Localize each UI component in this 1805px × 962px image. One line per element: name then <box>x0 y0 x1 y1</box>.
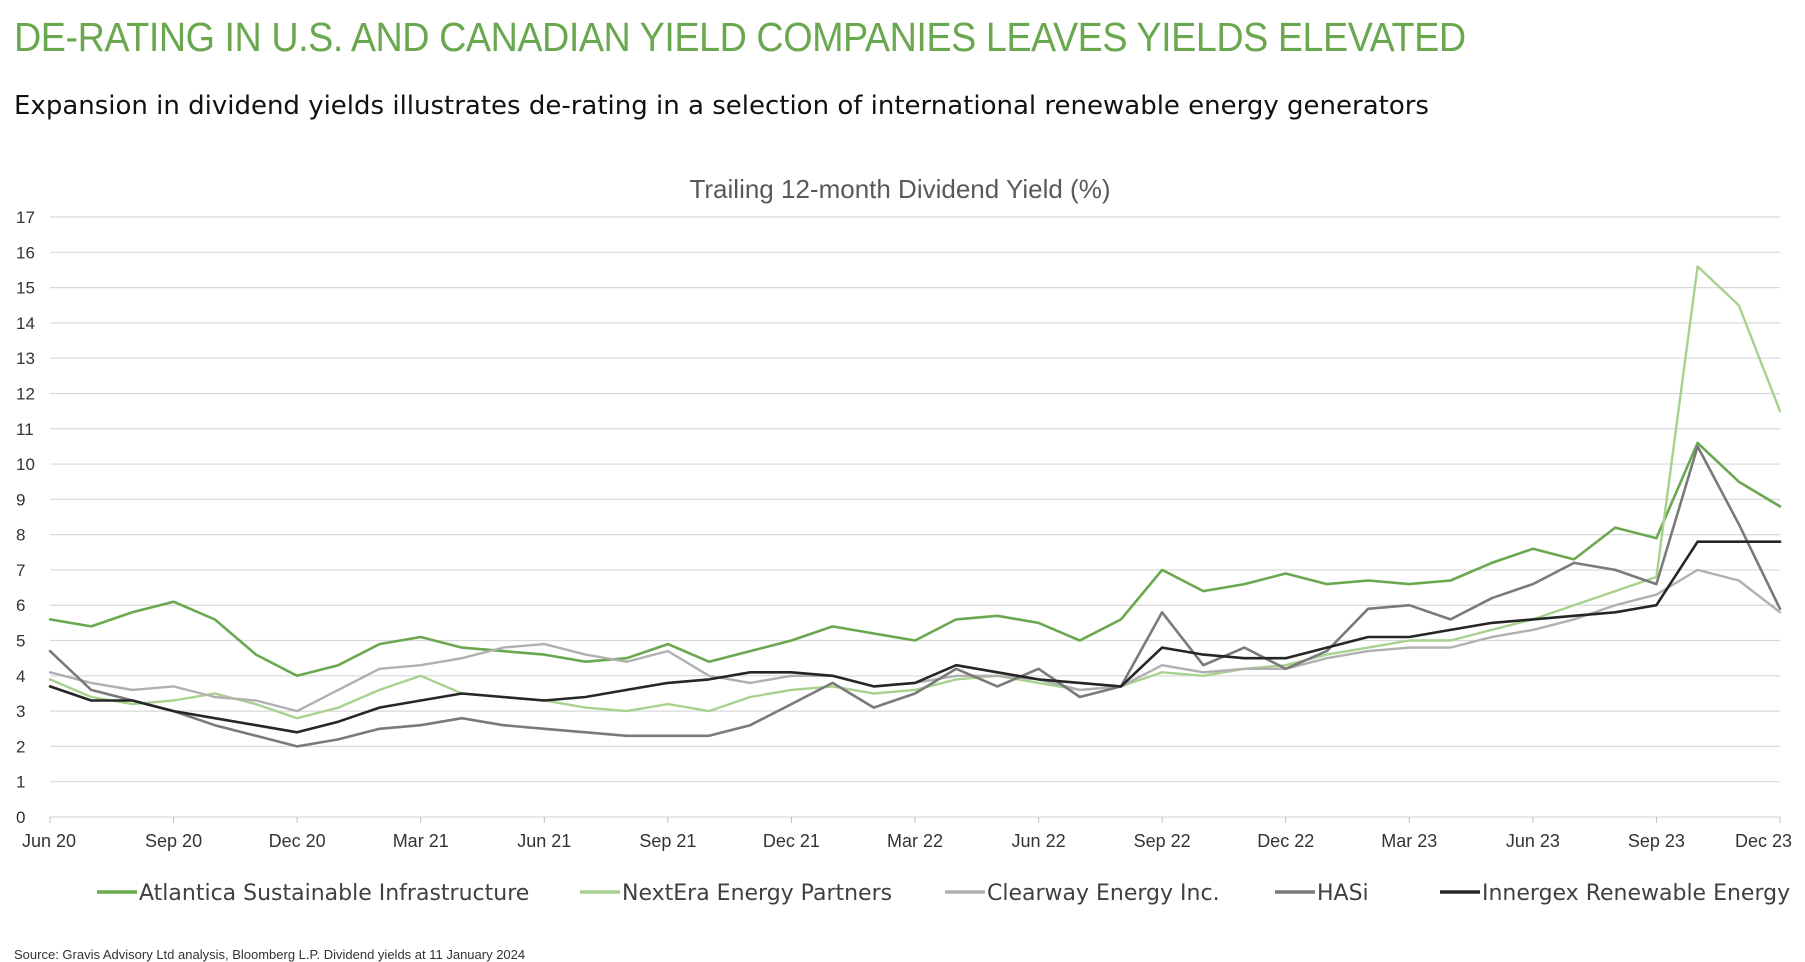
legend-label: HASi <box>1317 881 1369 906</box>
y-tick-label: 6 <box>16 596 25 615</box>
x-tick-label: Sep 23 <box>1628 831 1685 851</box>
y-tick-label: 15 <box>16 279 35 298</box>
legend-label: NextEra Energy Partners <box>622 881 892 906</box>
y-tick-label: 5 <box>16 632 25 651</box>
dividend-yield-chart: Trailing 12-month Dividend Yield (%) 012… <box>16 174 1792 906</box>
source-note: Source: Gravis Advisory Ltd analysis, Bl… <box>14 947 526 962</box>
x-axis: Jun 20 Sep 20 Dec 20 Mar 21 Jun 21 Sep 21 Dec … <box>22 817 1792 851</box>
chart-title: Trailing 12-month Dividend Yield (%) <box>689 174 1110 204</box>
series-line-innergex-renewable-energy <box>48 540 1782 734</box>
page-title: DE-RATING IN U.S. AND CANADIAN YIELD COM… <box>14 14 1466 60</box>
y-tick-label: 1 <box>16 773 25 792</box>
gridlines <box>50 216 1780 818</box>
x-tick-label: Dec 23 <box>1735 831 1792 851</box>
x-tick-label: Sep 21 <box>639 831 696 851</box>
series-line-hasi <box>48 445 1782 748</box>
x-tick-label: Dec 22 <box>1257 831 1314 851</box>
legend: Atlantica Sustainable Infrastructure Next… <box>97 881 1790 906</box>
y-tick-label: 4 <box>16 667 25 686</box>
x-tick-label: Mar 22 <box>887 831 943 851</box>
x-tick-label: Dec 21 <box>763 831 820 851</box>
x-tick-label: Jun 22 <box>1012 831 1066 851</box>
legend-label: Innergex Renewable Energy <box>1482 881 1790 906</box>
y-tick-label: 3 <box>16 702 25 721</box>
legend-label: Atlantica Sustainable Infrastructure <box>139 881 529 906</box>
series-lines <box>48 265 1782 748</box>
y-tick-label: 10 <box>16 455 35 474</box>
x-tick-label: Jun 20 <box>22 831 76 851</box>
x-tick-label: Mar 21 <box>393 831 449 851</box>
y-tick-label: 9 <box>16 490 25 509</box>
legend-label: Clearway Energy Inc. <box>987 881 1220 906</box>
x-tick-label: Sep 22 <box>1134 831 1191 851</box>
series-line-atlantica-sustainable-infrastructure <box>48 441 1782 678</box>
y-tick-label: 8 <box>16 526 25 545</box>
x-tick-label: Jun 23 <box>1506 831 1560 851</box>
y-tick-label: 0 <box>16 808 25 827</box>
y-tick-label: 14 <box>16 314 35 333</box>
x-tick-label: Jun 21 <box>517 831 571 851</box>
x-tick-label: Dec 20 <box>269 831 326 851</box>
series-line-nextera-energy-partners <box>48 265 1782 720</box>
page-subtitle: Expansion in dividend yields illustrates… <box>14 91 1429 121</box>
y-tick-label: 16 <box>16 243 35 262</box>
x-tick-label: Mar 23 <box>1381 831 1437 851</box>
y-tick-label: 11 <box>16 420 34 439</box>
x-tick-label: Sep 20 <box>145 831 202 851</box>
y-tick-label: 7 <box>16 561 25 580</box>
y-tick-label: 17 <box>16 208 35 227</box>
y-tick-label: 12 <box>16 384 35 403</box>
y-tick-label: 2 <box>16 737 25 756</box>
y-tick-label: 13 <box>16 349 35 368</box>
